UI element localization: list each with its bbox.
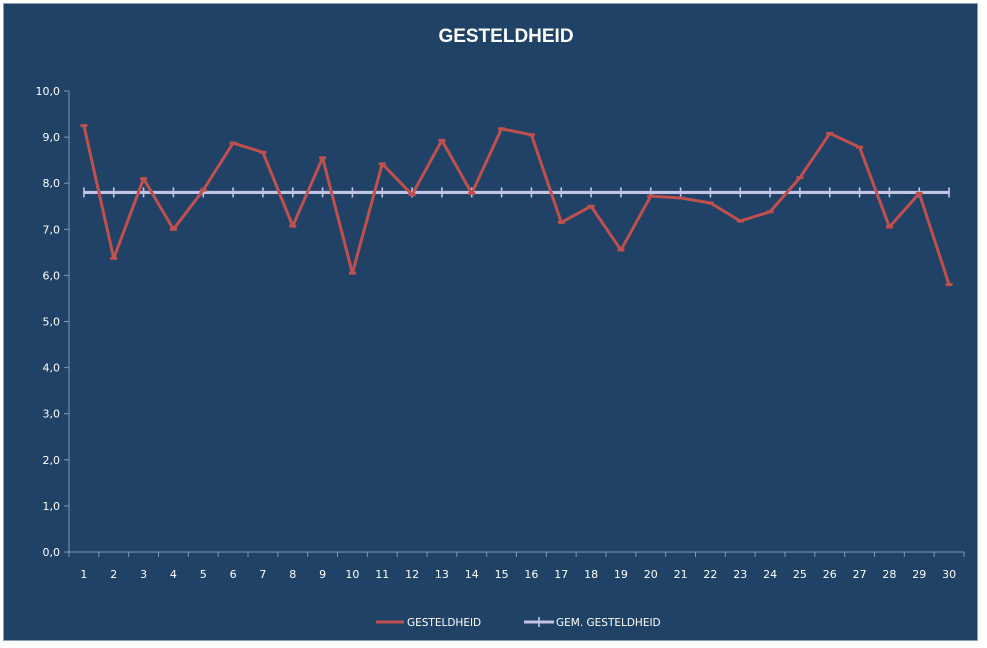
x-tick-label: 21 xyxy=(674,568,688,581)
y-tick-label: 10,0 xyxy=(36,85,61,98)
x-tick-label: 6 xyxy=(230,568,237,581)
x-tick-label: 16 xyxy=(524,568,538,581)
y-tick-label: 9,0 xyxy=(43,131,61,144)
y-tick-label: 7,0 xyxy=(43,223,61,236)
chart-title: GESTELDHEID xyxy=(438,26,573,47)
y-tick-label: 4,0 xyxy=(43,362,61,375)
x-tick-label: 27 xyxy=(853,568,867,581)
x-tick-label: 11 xyxy=(375,568,389,581)
x-tick-label: 12 xyxy=(405,568,419,581)
axes: 0,01,02,03,04,05,06,07,08,09,010,01 2 3 4 5 6… xyxy=(36,85,965,581)
x-tick-label: 17 xyxy=(554,568,568,581)
legend-label-gesteldheid: GESTELDHEID xyxy=(407,617,481,629)
x-tick-label: 10 xyxy=(345,568,359,581)
x-tick-label: 29 xyxy=(912,568,926,581)
x-tick-label: 4 xyxy=(170,568,177,581)
y-tick-label: 0,0 xyxy=(43,546,61,559)
x-tick-label: 26 xyxy=(823,568,837,581)
x-tick-label: 25 xyxy=(793,568,807,581)
x-tick-label: 22 xyxy=(703,568,717,581)
y-tick-label: 3,0 xyxy=(43,408,61,421)
x-tick-label: 9 xyxy=(319,568,326,581)
x-tick-label: 23 xyxy=(733,568,747,581)
x-tick-label: 24 xyxy=(763,568,777,581)
x-tick-label: 19 xyxy=(614,568,628,581)
x-tick-label: 28 xyxy=(882,568,896,581)
line-chart: GESTELDHEID 0,0 1,0 2,0 3,0 4,0 5,0 6,0 7,0 8,0 9… xyxy=(36,26,965,629)
y-tick-label: 2,0 xyxy=(43,454,61,467)
y-tick-label: 5,0 xyxy=(43,316,61,329)
legend-label-gem-gesteldheid: GEM. GESTELDHEID xyxy=(556,617,661,629)
x-tick-label: 30 xyxy=(942,568,956,581)
chart-area: GESTELDHEID 0,0 1,0 2,0 3,0 4,0 5,0 6,0 7,0 8,0 9… xyxy=(3,3,978,641)
x-tick-label: 1 xyxy=(80,568,87,581)
x-tick-label: 15 xyxy=(495,568,509,581)
x-tick-label: 2 xyxy=(110,568,117,581)
x-tick-label: 18 xyxy=(584,568,598,581)
x-tick-label: 14 xyxy=(465,568,479,581)
series-line-gesteldheid xyxy=(82,125,951,286)
x-tick-label: 13 xyxy=(435,568,449,581)
x-tick-label: 8 xyxy=(289,568,296,581)
y-tick-label: 1,0 xyxy=(43,500,61,513)
x-tick-label: 3 xyxy=(140,568,147,581)
series-layer xyxy=(80,124,953,287)
x-tick-label: 7 xyxy=(259,568,266,581)
y-tick-label: 6,0 xyxy=(43,269,61,282)
y-tick-label: 8,0 xyxy=(43,177,61,190)
x-tick-label: 5 xyxy=(200,568,207,581)
x-tick-label: 20 xyxy=(644,568,658,581)
legend: GESTELDHEID GEM. GESTELDHEID xyxy=(376,617,661,629)
